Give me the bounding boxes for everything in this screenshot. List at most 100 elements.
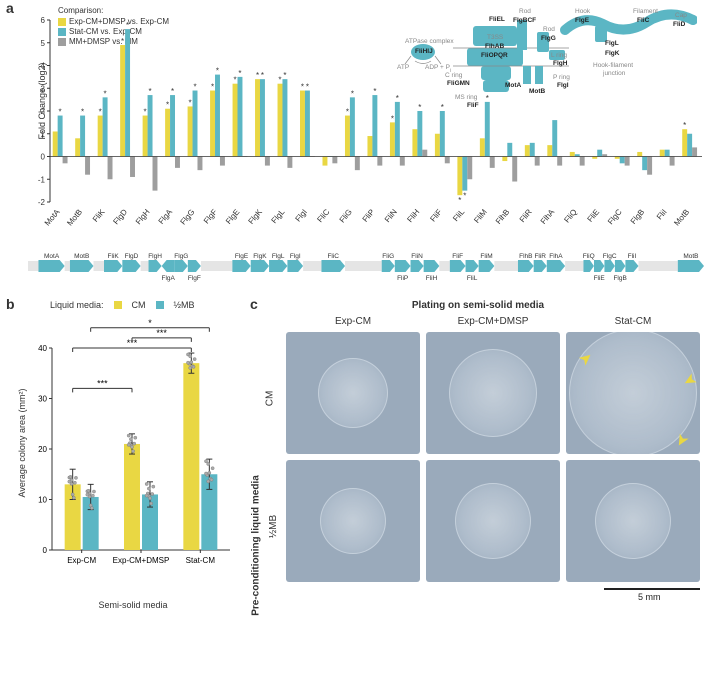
- svg-text:*: *: [458, 196, 461, 205]
- svg-text:10: 10: [38, 496, 47, 505]
- svg-text:Rod: Rod: [543, 26, 555, 33]
- svg-text:FlgE: FlgE: [235, 253, 249, 260]
- svg-text:FlgK: FlgK: [605, 50, 620, 57]
- svg-text:FliQ: FliQ: [562, 208, 578, 225]
- svg-text:FlgK: FlgK: [247, 207, 265, 226]
- svg-text:FlgB: FlgB: [629, 208, 646, 226]
- col-label-0: Exp-CM: [286, 316, 420, 327]
- svg-text:*: *: [306, 83, 309, 92]
- yaxis-label-b: Average colony area (mm²): [17, 333, 27, 553]
- svg-text:P ring: P ring: [553, 74, 570, 81]
- plate-0-0: [286, 332, 420, 454]
- svg-text:*: *: [126, 21, 129, 30]
- svg-text:Hook: Hook: [575, 8, 591, 15]
- svg-text:MotA: MotA: [44, 253, 60, 260]
- svg-text:0: 0: [41, 153, 46, 162]
- svg-text:20: 20: [38, 445, 47, 454]
- svg-text:*: *: [121, 37, 124, 46]
- svg-text:FlgF: FlgF: [188, 275, 201, 282]
- svg-text:MotB: MotB: [683, 253, 698, 260]
- svg-text:Exp-CM+DMSP: Exp-CM+DMSP: [113, 556, 170, 565]
- legend-a-title: Comparison:: [58, 6, 169, 16]
- colony: [455, 483, 531, 559]
- svg-text:4: 4: [41, 62, 46, 71]
- svg-text:*: *: [148, 318, 152, 328]
- svg-text:FlgH: FlgH: [148, 253, 162, 260]
- svg-text:FlgL: FlgL: [272, 253, 285, 260]
- col-label-1: Exp-CM+DMSP: [426, 316, 560, 327]
- svg-text:FliQ: FliQ: [583, 253, 595, 260]
- scalebar: [604, 588, 700, 590]
- svg-text:Rod: Rod: [519, 8, 531, 15]
- svg-text:*: *: [233, 76, 236, 85]
- svg-text:Filament: Filament: [633, 8, 658, 15]
- svg-text:FlhAB: FlhAB: [485, 43, 504, 50]
- plate-0-2: ➤➤➤: [566, 332, 700, 454]
- svg-text:MS ring: MS ring: [455, 94, 478, 101]
- svg-text:FlhB: FlhB: [494, 208, 511, 226]
- legend-b-swatch-0: [114, 301, 122, 309]
- svg-text:FlhA: FlhA: [549, 253, 563, 260]
- svg-text:FlhB: FlhB: [519, 253, 532, 260]
- svg-text:6: 6: [41, 16, 46, 25]
- colony: [318, 358, 388, 428]
- svg-text:MotA: MotA: [505, 82, 522, 89]
- svg-text:3: 3: [41, 84, 46, 93]
- svg-text:*: *: [148, 87, 151, 96]
- svg-text:FliG: FliG: [338, 208, 354, 225]
- svg-text:FlgI: FlgI: [557, 82, 569, 89]
- colony: [320, 488, 386, 554]
- svg-text:*: *: [278, 76, 281, 85]
- svg-text:*: *: [189, 98, 192, 107]
- svg-text:FlgD: FlgD: [111, 207, 129, 226]
- svg-text:*: *: [104, 89, 107, 98]
- svg-text:T3SS: T3SS: [487, 34, 504, 41]
- svg-text:30: 30: [38, 395, 47, 404]
- svg-text:Stat-CM: Stat-CM: [186, 556, 216, 565]
- svg-text:FliE: FliE: [585, 208, 601, 224]
- svg-text:FliN: FliN: [411, 253, 423, 260]
- svg-text:MotB: MotB: [672, 208, 691, 228]
- svg-text:FlgG: FlgG: [541, 35, 556, 42]
- svg-text:FlgF: FlgF: [202, 207, 219, 225]
- svg-text:FliP: FliP: [361, 208, 377, 224]
- svg-text:Hook-filament: Hook-filament: [593, 62, 633, 69]
- svg-text:Cap: Cap: [675, 12, 687, 19]
- panel-c-sidelabel: Pre-conditioning liquid media: [251, 416, 262, 676]
- svg-text:ATP: ATP: [397, 64, 409, 71]
- flagellum-svg: ATPase complexFliHIJATPADP + PiC ringFli…: [397, 6, 697, 126]
- legend-b: Liquid media: CM ½MB: [50, 300, 195, 310]
- svg-text:FlgA: FlgA: [157, 207, 175, 226]
- svg-text:C ring: C ring: [445, 72, 463, 79]
- svg-text:FlgB: FlgB: [613, 275, 626, 282]
- svg-text:*: *: [238, 69, 241, 78]
- panel-c-title: Plating on semi-solid media: [250, 300, 706, 311]
- svg-text:FliR: FliR: [518, 207, 534, 224]
- svg-text:*: *: [391, 114, 394, 123]
- svg-text:0: 0: [43, 546, 48, 555]
- svg-text:*: *: [81, 108, 84, 117]
- svg-text:FliC: FliC: [315, 207, 331, 224]
- svg-text:***: ***: [156, 328, 167, 338]
- svg-text:MotB: MotB: [529, 88, 546, 95]
- svg-text:junction: junction: [602, 70, 626, 77]
- svg-text:1: 1: [41, 130, 46, 139]
- svg-text:*: *: [99, 108, 102, 117]
- plate-1-1: [426, 460, 560, 582]
- svg-text:FliG: FliG: [382, 253, 394, 260]
- plate-1-0: [286, 460, 420, 582]
- svg-text:FliOPQR: FliOPQR: [481, 52, 508, 59]
- svg-text:40: 40: [38, 344, 47, 353]
- svg-text:5: 5: [41, 39, 46, 48]
- svg-text:*: *: [346, 108, 349, 117]
- svg-text:FlgL: FlgL: [605, 40, 619, 47]
- colony: [449, 349, 537, 437]
- svg-text:FliC: FliC: [327, 253, 339, 260]
- svg-text:FlgE: FlgE: [224, 208, 241, 226]
- svg-text:FliR: FliR: [534, 253, 546, 260]
- svg-text:*: *: [373, 87, 376, 96]
- chart-b: 010203040Exp-CMExp-CM+DMSPStat-CM*******…: [30, 318, 236, 586]
- legend-b-title: Liquid media:: [50, 300, 104, 310]
- svg-text:*: *: [301, 83, 304, 92]
- svg-text:FliK: FliK: [91, 207, 107, 224]
